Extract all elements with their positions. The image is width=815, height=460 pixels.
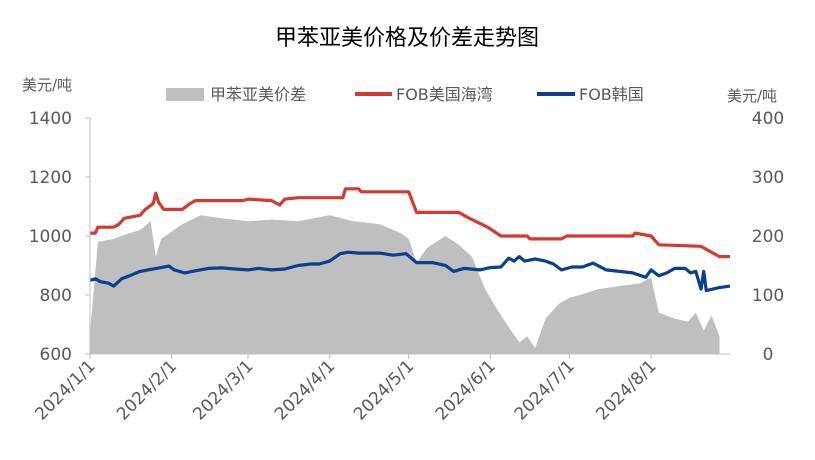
series-area-spread [90, 215, 720, 354]
legend-label-fob-korea: FOB韩国 [579, 85, 644, 104]
x-tick-label: 2024/1/1 [31, 356, 99, 424]
y-right-tick-label: 200 [752, 227, 784, 247]
x-tick-label: 2024/7/1 [511, 356, 579, 424]
plot-area [89, 187, 731, 354]
series-line-fob-korea [89, 250, 731, 293]
series-line-fob-us-gulf [90, 187, 730, 259]
y-left-tick-label: 1000 [29, 227, 72, 247]
y-left-axis-label: 美元/吨 [22, 76, 72, 94]
legend-label-fob-us-gulf: FOB美国海湾 [396, 85, 493, 104]
x-tick-label: 2024/5/1 [350, 356, 418, 424]
y-right-tick-label: 400 [752, 109, 784, 129]
chart-title: 甲苯亚美价格及价差走势图 [275, 26, 539, 51]
y-left-tick-label: 800 [40, 286, 72, 306]
x-tick-label: 2024/2/1 [113, 356, 181, 424]
y-left-tick-label: 1200 [29, 168, 72, 188]
y-right-axis-label: 美元/吨 [727, 87, 777, 105]
y-right-tick-label: 0 [763, 345, 774, 365]
x-tick-label: 2024/6/1 [432, 356, 500, 424]
x-tick-label: 2024/8/1 [592, 356, 660, 424]
y-right-tick-label: 100 [752, 286, 784, 306]
legend: 甲苯亚美价差 FOB美国海湾 FOB韩国 [166, 85, 644, 104]
y-right-tick-label: 300 [752, 168, 784, 188]
x-tick-label: 2024/4/1 [271, 356, 339, 424]
x-tick-label: 2024/3/1 [189, 356, 257, 424]
y-left-tick-label: 600 [40, 345, 72, 365]
y-left-tick-label: 1400 [29, 109, 72, 129]
legend-label-spread: 甲苯亚美价差 [210, 85, 306, 104]
legend-swatch-spread [166, 88, 204, 101]
